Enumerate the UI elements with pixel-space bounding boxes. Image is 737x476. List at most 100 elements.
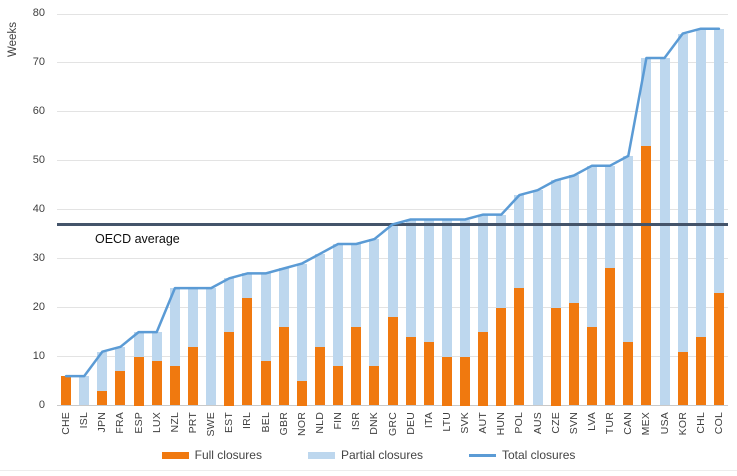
gridline — [57, 111, 728, 113]
x-axis-label: ISL — [78, 411, 91, 428]
bar-full-closures — [478, 332, 489, 406]
gridline — [57, 405, 728, 406]
bar-partial-closures — [514, 195, 525, 289]
x-axis-label: EST — [223, 411, 236, 433]
bar-partial-closures — [224, 278, 235, 333]
x-axis-label: SVN — [567, 411, 580, 434]
x-axis-label: POL — [513, 411, 526, 434]
bar-full-closures — [333, 366, 344, 406]
x-axis-label: LUX — [150, 411, 163, 433]
bar-partial-closures — [79, 376, 90, 406]
bar-full-closures — [713, 292, 724, 406]
bar-partial-closures — [568, 175, 579, 303]
bar-partial-closures — [333, 244, 344, 367]
x-axis-label: NLD — [313, 411, 326, 434]
x-axis-label: AUS — [531, 411, 544, 434]
y-axis-tick-label: 40 — [32, 202, 45, 215]
bar-partial-closures — [278, 268, 289, 328]
legend-item-partial-closures: Partial closures — [307, 448, 423, 462]
bar-full-closures — [169, 366, 180, 406]
bar-partial-closures — [296, 263, 307, 382]
x-axis-label: ESP — [132, 411, 145, 434]
x-axis-label: PRT — [187, 411, 199, 433]
x-axis-label: NOR — [295, 411, 308, 436]
x-axis-label: SWE — [205, 411, 218, 437]
bar-partial-closures — [586, 165, 597, 328]
x-axis-label: HUN — [495, 411, 508, 435]
x-axis-label: DEU — [404, 411, 417, 435]
bar-full-closures — [550, 307, 561, 406]
bar-partial-closures — [677, 33, 688, 352]
x-axis-label: KOR — [676, 411, 689, 435]
bar-full-closures — [97, 390, 108, 406]
bar-full-closures — [623, 341, 634, 406]
bar-partial-closures — [713, 28, 724, 293]
legend: Full closures Partial closures Total closu… — [0, 448, 737, 462]
bar-partial-closures — [151, 332, 162, 362]
bar-partial-closures — [423, 219, 434, 342]
bar-partial-closures — [605, 165, 616, 269]
x-axis-label: USA — [658, 411, 671, 434]
legend-label: Partial closures — [340, 448, 423, 462]
bar-partial-closures — [133, 332, 144, 357]
bar-partial-closures — [188, 288, 198, 347]
bar-partial-closures — [206, 288, 217, 406]
bar-full-closures — [188, 346, 198, 406]
bar-full-closures — [387, 317, 398, 406]
y-axis-tick-label: 30 — [32, 251, 45, 264]
x-axis-label: LTU — [440, 411, 453, 432]
legend-label: Full closures — [194, 448, 262, 462]
x-axis-label: FRA — [114, 411, 127, 434]
bar-full-closures — [605, 268, 616, 406]
y-axis-title: Weeks — [7, 22, 19, 57]
gridline — [57, 62, 728, 64]
x-axis-label: CZE — [549, 411, 562, 434]
bar-partial-closures — [242, 273, 253, 298]
y-axis-tick-label: 0 — [38, 398, 45, 411]
x-axis-label: CHL — [694, 411, 707, 434]
bar-partial-closures — [441, 219, 452, 357]
bar-full-closures — [514, 288, 525, 406]
x-axis-label: AUT — [477, 411, 490, 434]
x-axis-label: NZL — [168, 411, 181, 432]
x-axis-label: MEX — [640, 411, 653, 435]
x-axis-label: BEL — [259, 411, 272, 432]
bar-partial-closures — [387, 224, 398, 318]
bar-full-closures — [314, 346, 325, 406]
bar-full-closures — [351, 327, 362, 406]
x-axis-label: ITA — [422, 411, 435, 428]
bar-partial-closures — [641, 58, 652, 147]
bar-full-closures — [496, 307, 507, 406]
bar-full-closures — [242, 297, 253, 406]
y-axis-tick-label: 20 — [32, 300, 45, 313]
y-axis-tick-label: 70 — [32, 55, 45, 68]
x-axis-label: LVA — [585, 411, 598, 431]
bar-partial-closures — [659, 58, 670, 406]
bar-full-closures — [133, 356, 144, 406]
bar-partial-closures — [97, 351, 108, 391]
x-axis-label: GRC — [386, 411, 399, 436]
legend-bar-swatch — [307, 451, 335, 459]
x-axis-label: SVK — [459, 411, 472, 434]
bar-partial-closures — [623, 155, 634, 342]
bar-full-closures — [296, 381, 307, 406]
bar-full-closures — [278, 327, 289, 406]
x-axis-label: GBR — [277, 411, 290, 435]
y-axis-tick-label: 60 — [32, 104, 45, 117]
bar-partial-closures — [369, 239, 380, 367]
oecd-average-line — [57, 222, 728, 226]
x-axis-label: JPN — [96, 411, 109, 432]
legend-item-total-closures: Total closures — [469, 448, 575, 462]
oecd-average-label: OECD average — [95, 232, 180, 246]
bar-partial-closures — [550, 180, 561, 308]
bar-full-closures — [695, 336, 706, 406]
x-axis-label: COL — [712, 411, 725, 434]
bar-partial-closures — [496, 214, 507, 308]
bar-full-closures — [568, 302, 579, 406]
x-axis-label: IRL — [241, 411, 254, 429]
x-axis-label: CHE — [60, 411, 73, 435]
bar-full-closures — [677, 351, 688, 406]
bar-full-closures — [586, 327, 597, 406]
bar-partial-closures — [260, 273, 271, 362]
x-axis-label: DNK — [368, 411, 381, 435]
